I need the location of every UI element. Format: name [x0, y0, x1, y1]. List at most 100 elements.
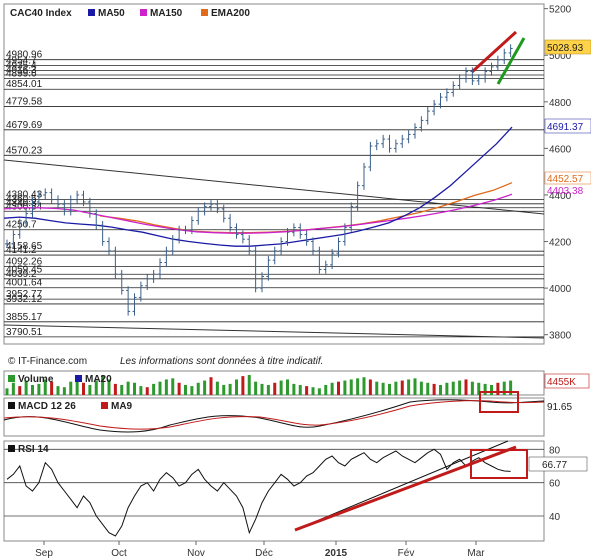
volume-bar — [292, 383, 296, 395]
volume-bar — [439, 385, 442, 395]
support-label: 4935.4 — [6, 60, 37, 71]
volume-bar — [337, 381, 340, 395]
volume-bar — [139, 386, 143, 395]
volume-bar — [145, 387, 149, 395]
volume-bar — [177, 382, 181, 395]
volume-bar — [375, 381, 379, 395]
volume-bar — [305, 386, 309, 395]
last-ma50-badge — [544, 118, 591, 134]
x-tick-label: Oct — [111, 548, 127, 559]
volume-bar — [31, 385, 34, 395]
volume-bar — [190, 386, 194, 395]
volume-bar — [273, 382, 277, 395]
volume-bar — [203, 380, 207, 395]
x-axis: Sep Oct Nov Déc 2015 Fév Mar — [35, 541, 485, 559]
volume-bar — [254, 381, 258, 395]
price-tick-label: 4200 — [549, 238, 572, 249]
last-ema200-label: 4452.57 — [547, 174, 584, 185]
price-bars — [5, 44, 513, 316]
volume-bar — [356, 378, 360, 395]
volume-bar — [458, 380, 462, 395]
volume-bar — [209, 377, 213, 395]
volume-bar — [222, 385, 226, 395]
volume-bar — [75, 377, 79, 395]
volume-bar — [235, 379, 238, 395]
volume-bar — [343, 380, 347, 395]
volume-bar — [171, 378, 175, 395]
volume-bar — [413, 378, 417, 395]
trend-lines — [3, 30, 545, 339]
volume-bar — [228, 383, 232, 395]
volume-bar — [470, 381, 474, 395]
volume-bar — [241, 376, 245, 395]
last-close-label: 5028.93 — [547, 43, 584, 54]
volume-bar — [196, 382, 200, 395]
volume-bar — [368, 379, 372, 395]
rsi-tick-label: 40 — [549, 512, 561, 523]
volume-bar — [120, 385, 124, 395]
support-label: 3932.12 — [6, 294, 43, 305]
support-label: 4380.43 — [6, 190, 43, 201]
price-tick-label: 4800 — [549, 98, 572, 109]
volume-bar — [133, 382, 136, 395]
chart-title: CAC40 Index — [10, 8, 72, 19]
price-tick-label: 3800 — [549, 331, 572, 342]
volume-bar — [451, 381, 455, 395]
legend-ma150-swatch — [140, 9, 147, 16]
support-label: 4954.7 — [6, 55, 37, 66]
support-label: 4570.23 — [6, 145, 43, 156]
macd-signal-swatch — [101, 402, 108, 409]
volume-bar — [62, 387, 66, 395]
macd-highlight-box — [479, 391, 519, 413]
support-label: 4340.3 — [6, 198, 37, 209]
volume-bar — [426, 382, 430, 395]
volume-last-label: 4455K — [547, 377, 576, 388]
volume-bar — [184, 385, 187, 395]
volume-bar — [496, 382, 500, 395]
ma150-line — [3, 193, 513, 234]
volume-bar — [56, 386, 60, 395]
rsi-axis: 40 60 80 — [4, 445, 561, 523]
legend-ma50-swatch — [88, 9, 95, 16]
price-tick-label: 4400 — [549, 191, 572, 202]
support-label: 4916.3 — [6, 65, 37, 76]
volume-bar — [24, 380, 28, 395]
last-ma150-label: 4403.38 — [547, 186, 584, 197]
green-channel-line — [496, 37, 526, 85]
support-label: 4039.2 — [6, 269, 37, 280]
volume-ma-label: MA20 — [85, 374, 112, 385]
price-tick-label: 5000 — [549, 51, 572, 62]
volume-bar — [215, 381, 219, 395]
x-tick-label: Fév — [398, 548, 415, 559]
volume-bar — [483, 383, 487, 395]
volume-bar — [394, 381, 398, 395]
support-label: 4779.58 — [6, 97, 43, 108]
legend-ma50-label: MA50 — [98, 8, 125, 19]
price-tick-label: 5200 — [549, 5, 572, 16]
volume-bar — [298, 385, 302, 395]
volume-bar — [286, 379, 289, 395]
volume-bar — [50, 381, 54, 395]
rsi-legend-label: RSI 14 — [18, 444, 49, 455]
rsi-highlight-box — [470, 449, 528, 479]
volume-legend-label: Volume — [18, 374, 54, 385]
price-tick-label: 4000 — [549, 284, 572, 295]
rsi-legend-swatch — [8, 445, 15, 452]
support-label: 4980.96 — [6, 50, 43, 61]
support-label: 4899.6 — [6, 69, 37, 80]
macd-legend-swatch — [8, 402, 15, 409]
volume-bar — [432, 383, 436, 395]
legend-ma150-label: MA150 — [150, 8, 183, 19]
volume-bar — [113, 383, 117, 395]
volume-bar — [490, 385, 493, 395]
price-tick-label: 4600 — [549, 144, 572, 155]
volume-bar — [94, 380, 98, 395]
macd-last-label: 91.65 — [547, 402, 572, 413]
support-label: 3790.51 — [6, 327, 43, 338]
volume-bar — [381, 382, 385, 395]
volume-ma-swatch — [75, 375, 82, 382]
rsi-trend-line-red — [294, 445, 517, 532]
volume-bar — [266, 385, 270, 395]
support-lines — [4, 59, 544, 338]
